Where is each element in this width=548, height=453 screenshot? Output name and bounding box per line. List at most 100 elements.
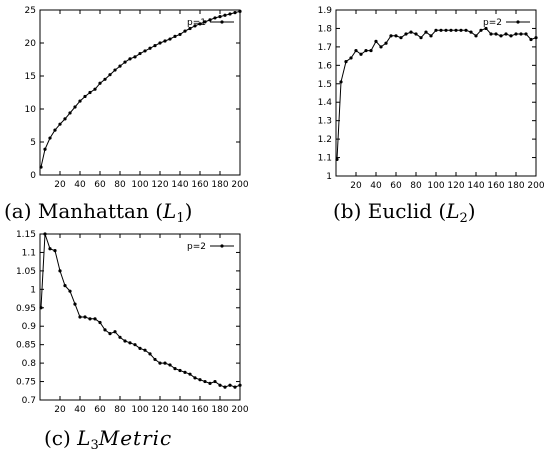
data-point-a — [118, 64, 122, 68]
data-point-b — [499, 34, 503, 38]
x-tick-label-a: 160 — [191, 180, 208, 190]
data-point-b — [439, 28, 443, 32]
data-point-a — [238, 9, 242, 13]
y-tick-label-a: 15 — [25, 72, 36, 82]
data-point-b — [424, 30, 428, 34]
x-tick-label-c: 80 — [114, 405, 126, 415]
x-tick-label-c: 40 — [74, 405, 86, 415]
data-point-c — [218, 383, 222, 387]
data-point-b — [429, 34, 433, 38]
data-point-a — [123, 60, 127, 64]
x-tick-label-b: 80 — [410, 181, 422, 191]
data-point-c — [198, 378, 202, 382]
data-point-b — [434, 28, 438, 32]
data-point-a — [183, 29, 187, 33]
data-point-a — [43, 147, 47, 151]
data-point-c — [183, 370, 187, 374]
data-point-c — [113, 330, 117, 334]
x-tick-label-a: 100 — [131, 180, 148, 190]
y-tick-label-c: 0.85 — [16, 341, 36, 351]
data-point-c — [128, 341, 132, 345]
y-tick-label-b: 1.6 — [318, 61, 333, 71]
y-tick-label-c: 1.1 — [22, 248, 36, 258]
data-point-c — [103, 328, 107, 332]
caption-b: (b) Euclid (L2) — [333, 199, 476, 226]
data-point-a — [128, 57, 132, 61]
data-point-a — [158, 41, 162, 45]
legend-marker-b — [516, 20, 520, 24]
y-tick-label-b: 1.8 — [318, 24, 333, 34]
data-point-c — [39, 306, 43, 310]
x-tick-label-c: 100 — [131, 405, 148, 415]
y-tick-label-c: 1.15 — [16, 230, 36, 240]
data-point-b — [494, 32, 498, 36]
data-point-c — [178, 368, 182, 373]
data-point-b — [404, 32, 408, 36]
x-tick-label-b: 60 — [390, 181, 402, 191]
chart-panel-c: 0.7 0.75 0.8 0.85 0.9 0.95 1 1.05 1.1 1.15 20 40 60 8… — [0, 226, 260, 453]
data-point-b — [414, 32, 418, 36]
caption-c-prefix: (c) — [44, 426, 71, 450]
data-point-b — [349, 56, 353, 60]
data-point-c — [143, 348, 147, 352]
legend-label-a: p=1 — [187, 18, 206, 28]
data-point-a — [153, 44, 157, 48]
caption-a: (a) Manhattan (L1) — [4, 199, 193, 226]
x-tick-label-a: 60 — [94, 180, 106, 190]
data-point-c — [118, 335, 122, 339]
caption-b-sub: 2 — [459, 211, 468, 226]
data-point-b — [514, 32, 518, 36]
data-point-c — [73, 302, 77, 306]
y-tick-label-b: 1.1 — [318, 154, 332, 164]
y-tick-label-c: 1.05 — [16, 267, 36, 277]
data-point-c — [48, 247, 52, 251]
data-point-a — [203, 20, 207, 24]
data-point-a — [138, 51, 142, 56]
x-tick-label-a: 120 — [151, 180, 168, 190]
data-point-a — [233, 11, 237, 15]
data-point-a — [143, 49, 147, 53]
caption-a-prefix: (a) — [4, 199, 32, 223]
data-point-a — [108, 73, 112, 77]
y-tick-label-b: 1.4 — [318, 98, 333, 108]
data-point-b — [484, 26, 488, 31]
data-point-a — [58, 122, 62, 126]
x-tick-label-b: 160 — [487, 181, 504, 191]
x-tick-label-b: 40 — [370, 181, 382, 191]
data-point-a — [218, 15, 222, 19]
data-point-b — [409, 30, 413, 34]
caption-a-sub: 1 — [176, 211, 185, 226]
x-tick-label-c: 200 — [231, 405, 248, 415]
y-tick-label-a: 5 — [30, 138, 36, 148]
data-point-b — [509, 34, 513, 38]
data-point-b — [464, 28, 468, 32]
data-point-b — [534, 36, 538, 40]
plot-frame-a — [39, 9, 241, 176]
data-point-c — [63, 284, 67, 288]
data-point-c — [83, 315, 87, 319]
x-tick-label-c: 160 — [191, 405, 208, 415]
data-point-a — [88, 90, 92, 95]
series-line-a — [40, 10, 241, 168]
data-point-c — [193, 376, 197, 380]
data-point-c — [53, 249, 57, 253]
caption-c: (c) L3Metric — [44, 426, 172, 453]
y-tick-label-a: 20 — [25, 39, 37, 49]
caption-a-sym: L — [163, 199, 177, 223]
caption-b-sym: L — [446, 199, 460, 223]
data-point-c — [153, 357, 157, 362]
data-point-a — [93, 87, 97, 91]
data-point-a — [39, 165, 43, 169]
data-point-c — [108, 332, 112, 336]
x-tick-label-c: 180 — [211, 405, 228, 415]
data-point-c — [68, 289, 72, 293]
data-point-c — [203, 379, 207, 384]
data-point-a — [193, 24, 197, 28]
data-point-b — [444, 28, 448, 32]
x-tick-label-b: 200 — [527, 181, 544, 191]
series-line-c — [40, 233, 241, 388]
data-point-a — [223, 13, 227, 17]
data-point-b — [474, 34, 478, 38]
data-point-b — [389, 34, 393, 38]
data-point-c — [163, 361, 167, 365]
